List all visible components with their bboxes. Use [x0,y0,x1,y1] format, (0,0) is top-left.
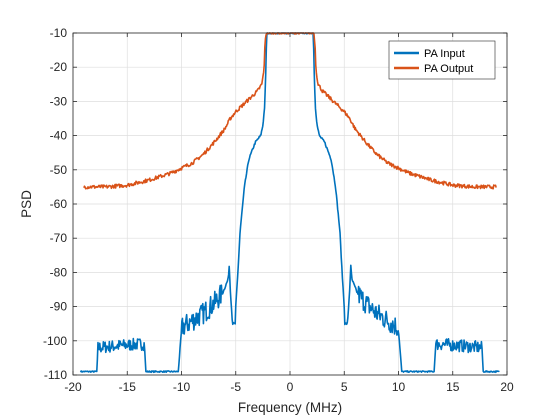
y-axis-label: PSD [19,190,34,218]
grid-lines [72,32,508,376]
x-tick-label: -10 [173,380,191,394]
x-tick-label: 0 [287,380,294,394]
legend: PA Input PA Output [388,40,496,80]
x-tick-label: 20 [500,380,514,394]
y-tick-label: -110 [44,368,67,382]
y-tick-label: -80 [50,265,68,279]
axis-ticks [72,32,508,376]
y-tick-label: -60 [50,197,68,211]
y-tick-label: -10 [50,26,68,40]
x-tick-label: 15 [446,380,460,394]
y-tick-label: -40 [50,129,68,143]
legend-box [388,40,496,80]
x-tick-label: 10 [392,380,406,394]
y-tick-label: -20 [50,60,68,74]
x-tick-label: -5 [230,380,241,394]
x-tick-labels: -20 -15 -10 -5 0 5 10 15 20 [64,380,514,394]
y-tick-label: -100 [43,334,67,348]
x-tick-label: 5 [341,380,348,394]
y-tick-label: -90 [50,300,68,314]
legend-label-pa-input: PA Input [424,48,465,60]
y-tick-label: -70 [50,231,68,245]
y-tick-label: -50 [50,163,68,177]
x-tick-label: -15 [119,380,137,394]
x-axis-label: Frequency (MHz) [238,400,342,415]
x-tick-label: -20 [64,380,82,394]
y-tick-label: -30 [50,94,68,108]
legend-label-pa-output: PA Output [424,63,473,75]
y-tick-labels: -110 -100 -90 -80 -70 -60 -50 -40 -30 -20 -10 [43,26,67,382]
